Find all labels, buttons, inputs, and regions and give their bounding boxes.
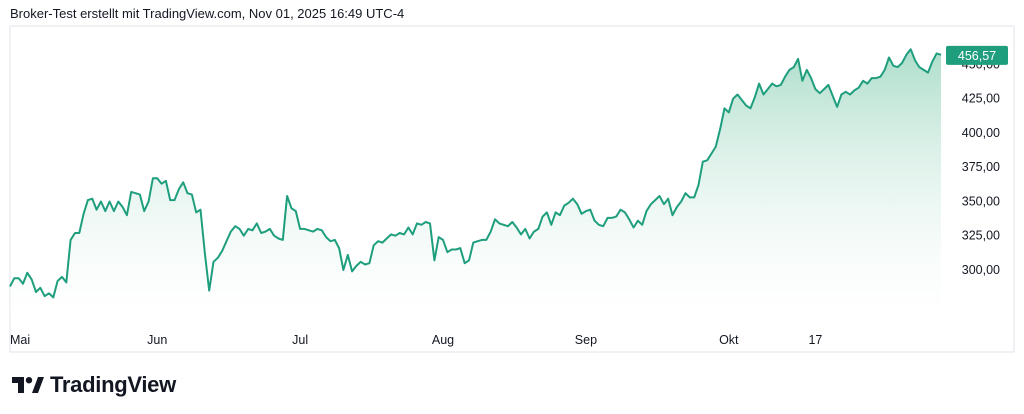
x-tick-label: Jun: [147, 333, 167, 347]
tradingview-logo[interactable]: TradingView: [12, 372, 176, 398]
last-value-badge-bg: [946, 45, 1008, 65]
price-line: [9, 48, 942, 299]
x-tick-label: Jul: [292, 333, 308, 347]
tradingview-brand-name: TradingView: [50, 372, 176, 397]
y-tick-label: 350,00: [962, 194, 1000, 208]
chart-caption: Broker-Test erstellt mit TradingView.com…: [10, 6, 405, 21]
x-axis: Mai Jun Jul Aug Sep Okt 17: [10, 333, 822, 347]
plot-border: [9, 25, 1015, 353]
x-tick-label: Aug: [432, 333, 454, 347]
y-tick-label: 375,00: [962, 160, 1000, 174]
x-tick-label: Mai: [10, 333, 30, 347]
last-value-label: 456,57: [958, 49, 996, 63]
y-tick-label: 425,00: [962, 92, 1000, 106]
price-chart[interactable]: 300,00325,00350,00375,00400,00425,00450,…: [0, 24, 1016, 354]
price-area-fill: [10, 49, 941, 319]
x-tick-label: Okt: [719, 333, 739, 347]
y-tick-label: 400,00: [962, 126, 1000, 140]
x-tick-label: 17: [808, 333, 822, 347]
last-value-badge: 456,57: [946, 45, 1008, 65]
y-tick-label: 325,00: [962, 229, 1000, 243]
y-axis: 300,00325,00350,00375,00400,00425,00450,…: [962, 57, 1000, 277]
x-tick-label: Sep: [575, 333, 597, 347]
tradingview-logo-icon: [12, 377, 44, 393]
y-tick-label: 300,00: [962, 263, 1000, 277]
